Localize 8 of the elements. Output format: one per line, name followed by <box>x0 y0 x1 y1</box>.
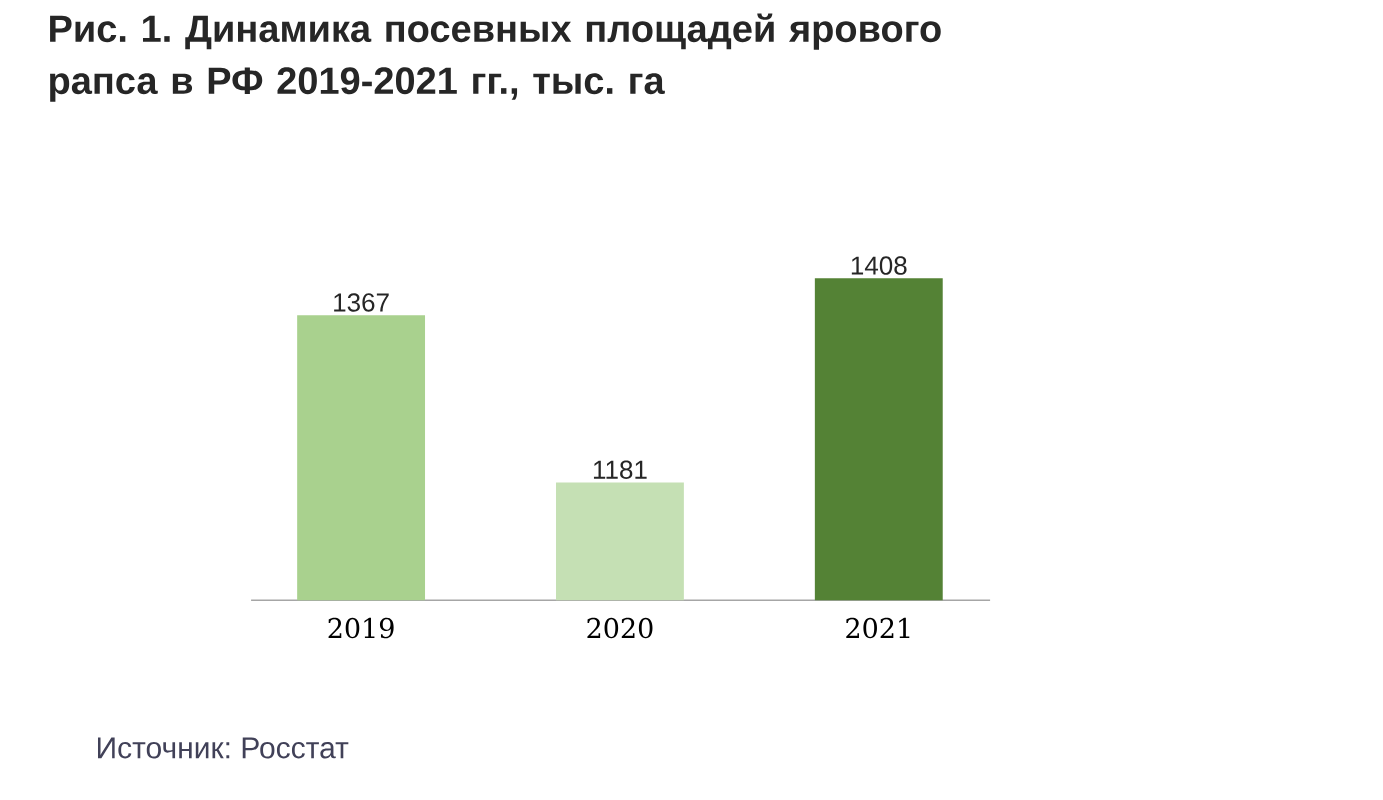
x-tick-label: 2020 <box>587 617 653 639</box>
x-tick-label: 2021 <box>846 617 910 639</box>
data-label: 1408 <box>851 256 907 275</box>
text: Источник: Росстат <box>98 737 349 759</box>
data-label: 1367 <box>334 293 389 312</box>
data-label: 1181 <box>593 460 647 479</box>
chart-title: Рис. 1. Динамика посевных площадей ярового рапса в РФ 2019-2021 гг., тыс. га <box>50 13 941 102</box>
x-tick-label: 2019 <box>328 617 394 639</box>
